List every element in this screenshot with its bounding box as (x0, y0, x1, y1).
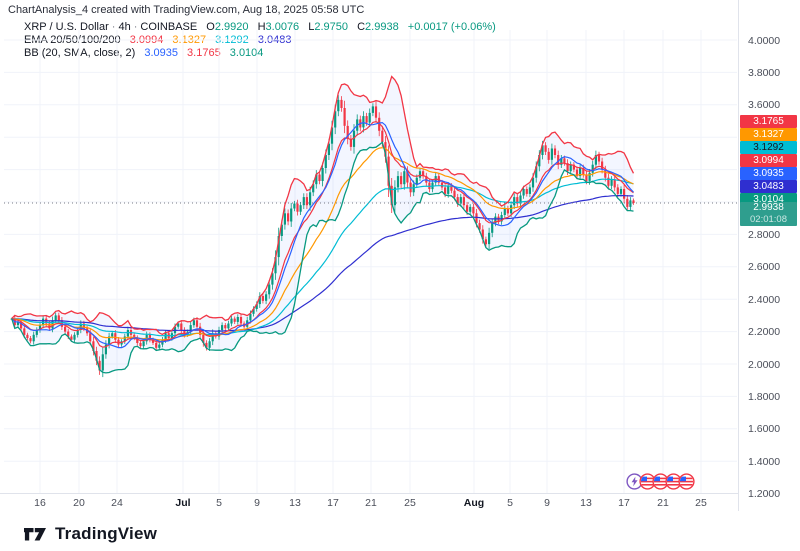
time-tick-label: 20 (73, 497, 85, 509)
price-tick-label: 2.8000 (748, 228, 781, 241)
open-value: 2.9920 (214, 21, 249, 33)
tradingview-logo-icon (24, 528, 46, 541)
indicator-price-label: 3.1327 (740, 128, 797, 141)
bar-countdown: 02:01:08 (750, 214, 787, 225)
bb-lower-value: 3.0104 (229, 47, 264, 59)
bb-label[interactable]: BB (20, SMA, close, 2) (24, 47, 136, 59)
time-tick-label: 9 (254, 497, 260, 509)
low-value: 2.9750 (314, 21, 349, 33)
price-tick-label: 1.8000 (748, 390, 781, 403)
price-tick-label: 1.4000 (748, 455, 781, 468)
indicator-price-label: 3.0994 (740, 154, 797, 167)
close-value: 2.9938 (365, 21, 399, 33)
price-tick-label: 2.2000 (748, 326, 781, 339)
time-tick-label: 25 (695, 497, 707, 509)
time-tick-label: 9 (544, 497, 550, 509)
time-tick-label: 21 (657, 497, 669, 509)
open-label: O (206, 21, 215, 33)
bb-upper-value: 3.1765 (187, 47, 221, 59)
time-tick-label: 5 (507, 497, 513, 509)
price-tick-label: 1.2000 (748, 488, 781, 501)
chart-plot-area[interactable] (4, 30, 737, 494)
low-label: L (308, 21, 315, 33)
time-tick-label: 25 (404, 497, 416, 509)
close-label: C (357, 21, 366, 33)
price-axis-separator (738, 0, 739, 511)
price-chart-canvas[interactable] (4, 30, 737, 494)
time-tick-label: 13 (289, 497, 301, 509)
time-tick-label: 17 (618, 497, 630, 509)
snapshot-title: ChartAnalysis_4 created with TradingView… (8, 4, 365, 16)
interval-label[interactable]: 4h (118, 21, 131, 33)
indicator-price-label: 3.1292 (740, 141, 797, 154)
time-tick-label: 16 (34, 497, 46, 509)
price-tick-label: 1.6000 (748, 423, 781, 436)
time-tick-label: 5 (216, 497, 222, 509)
time-tick-label: 13 (580, 497, 592, 509)
current-price-value: 2.9938 (753, 202, 784, 213)
price-tick-label: 2.0000 (748, 358, 781, 371)
time-tick-label: Aug (463, 497, 485, 509)
tradingview-wordmark: TradingView (55, 524, 158, 543)
price-tick-label: 2.4000 (748, 293, 781, 306)
symbol-name[interactable]: XRP / U.S. Dollar (24, 21, 109, 33)
indicator-price-label: 3.1765 (740, 115, 797, 128)
price-tick-label: 2.6000 (748, 261, 781, 274)
price-tick-label: 3.8000 (748, 66, 781, 79)
event-icons-group (626, 473, 695, 491)
bb-row[interactable]: BB (20, SMA, close, 2) 3.0935 3.1765 3.0… (24, 47, 496, 60)
current-price-label: 2.9938 02:01:08 (740, 202, 797, 226)
tradingview-brand[interactable]: TradingView (22, 521, 157, 547)
price-axis[interactable]: 4.00003.80003.60003.40003.20003.00002.80… (739, 0, 800, 511)
high-value: 3.0076 (265, 21, 300, 33)
us-economic-event-icon[interactable] (678, 473, 695, 490)
chart-legend: XRP / U.S. Dollar · 4h · COINBASE O2.9920 H3… (24, 21, 496, 60)
time-axis[interactable]: 16 20 24 Jul 5 9 13 17 21 25 Aug 5 9 13 17 21 25 (0, 494, 738, 512)
high-label: H (257, 21, 266, 33)
price-tick-label: 3.6000 (748, 99, 781, 112)
time-tick-label: 24 (111, 497, 123, 509)
price-tick-label: 4.0000 (748, 34, 781, 47)
time-tick-label: 17 (327, 497, 339, 509)
time-tick-label: Jul (175, 497, 191, 509)
ema-row[interactable]: EMA 20/50/100/200 3.0994 3.1327 3.1292 3… (24, 34, 496, 47)
time-axis-separator (0, 493, 738, 494)
us-economic-event-icon[interactable] (652, 473, 669, 490)
indicator-price-label: 3.0483 (740, 180, 797, 193)
indicator-price-label: 3.0935 (740, 167, 797, 180)
footer-bar: TradingView (0, 512, 800, 551)
time-tick-label: 21 (365, 497, 377, 509)
bb-basis-value: 3.0935 (144, 47, 178, 59)
